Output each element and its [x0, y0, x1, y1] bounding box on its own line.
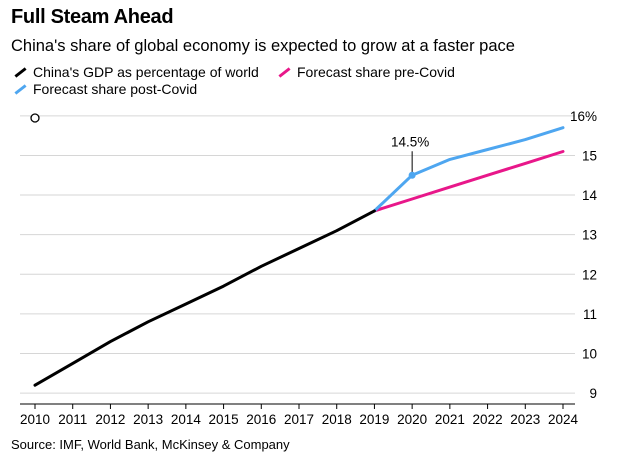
origin-marker [30, 113, 40, 123]
x-tick-label-2013: 2013 [133, 412, 163, 427]
legend-item-post-covid: Forecast share post-Covid [14, 81, 197, 97]
y-tick-label-12: 12 [582, 267, 597, 282]
x-tick-label-2015: 2015 [209, 412, 239, 427]
y-tick-label-14: 14 [582, 188, 598, 203]
legend-item-pre-covid: Forecast share pre-Covid [278, 64, 455, 80]
y-tick-label-11: 11 [583, 307, 597, 322]
x-tick-label-2021: 2021 [435, 412, 465, 427]
chart-title: Full Steam Ahead [11, 6, 174, 28]
legend-label-pre-covid: Forecast share pre-Covid [297, 64, 455, 80]
chart-subtitle: China's share of global economy is expec… [11, 37, 515, 55]
x-tick-label-2012: 2012 [95, 412, 125, 427]
source-note: Source: IMF, World Bank, McKinsey & Comp… [11, 437, 290, 452]
legend-label-gdp-share: China's GDP as percentage of world [33, 64, 259, 80]
legend-item-gdp-share: China's GDP as percentage of world [14, 64, 259, 80]
y-tick-label-15: 15 [582, 148, 597, 163]
x-tick-label-2011: 2011 [58, 412, 87, 427]
x-tick-label-2014: 2014 [171, 412, 202, 427]
series-line-gdp-share [33, 209, 376, 387]
x-tick-label-2010: 2010 [20, 412, 50, 427]
x-tick-label-2020: 2020 [397, 412, 427, 427]
legend-label-post-covid: Forecast share post-Covid [33, 81, 198, 97]
y-tick-label-16: 16% [570, 109, 597, 124]
x-tick-label-2023: 2023 [510, 412, 540, 427]
annotation-point [408, 171, 416, 179]
x-tick-label-2016: 2016 [246, 412, 276, 427]
x-tick-label-2022: 2022 [473, 412, 503, 427]
x-tick-label-2017: 2017 [284, 412, 314, 427]
annotation-label: 14.5% [391, 134, 429, 149]
x-tick-label-2024: 2024 [548, 412, 579, 427]
x-tick-label-2018: 2018 [322, 412, 352, 427]
series-line-pre-covid [372, 150, 565, 213]
y-tick-label-10: 10 [582, 346, 597, 361]
series-line-post-covid [372, 126, 565, 213]
y-tick-label-9: 9 [589, 386, 597, 401]
x-tick-label-2019: 2019 [359, 412, 389, 427]
y-tick-label-13: 13 [582, 228, 597, 243]
